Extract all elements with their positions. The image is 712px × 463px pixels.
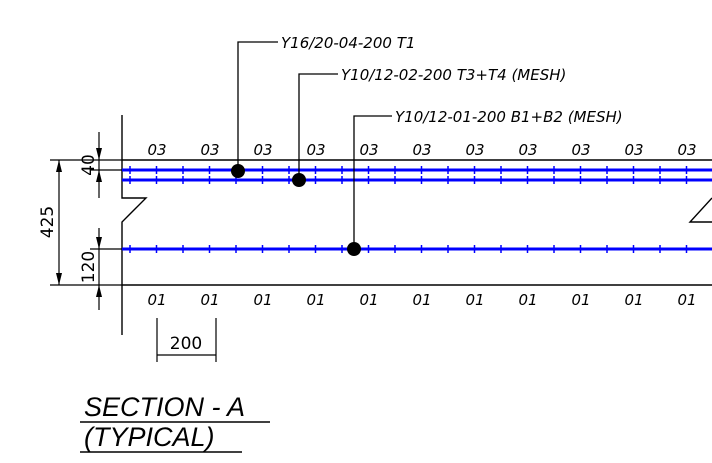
callout-label-t3t4: Y10/12-02-200 T3+T4 (MESH) bbox=[341, 66, 566, 84]
section-title: SECTION - A bbox=[84, 392, 245, 422]
bottom-bar-mark: 01 bbox=[465, 291, 484, 309]
bottom-bar-marks: 01 01 01 01 01 01 01 01 01 01 01 bbox=[147, 291, 696, 309]
top-bar-mark: 03 bbox=[571, 141, 590, 159]
rebar-layers bbox=[122, 168, 712, 251]
arrow-120-bottom bbox=[96, 285, 102, 297]
dim-200-label: 200 bbox=[170, 334, 202, 354]
top-bar-mark: 03 bbox=[253, 141, 272, 159]
right-break-line bbox=[688, 197, 712, 223]
leader-t1 bbox=[237, 41, 278, 171]
top-bar-mark: 03 bbox=[518, 141, 537, 159]
bottom-bar-mark: 01 bbox=[677, 291, 696, 309]
vertical-dimensions bbox=[50, 132, 217, 362]
top-bar-mark: 03 bbox=[147, 141, 166, 159]
top-bar-mark: 03 bbox=[624, 141, 643, 159]
top-bar-mark: 03 bbox=[306, 141, 325, 159]
left-break-line bbox=[121, 115, 148, 335]
arrow-40-bottom bbox=[96, 170, 102, 182]
dim-40-label: 40 bbox=[79, 154, 99, 176]
callout-dot-t3t4 bbox=[292, 173, 306, 187]
callout-dot-t1 bbox=[231, 164, 245, 178]
bottom-bar-mark: 01 bbox=[518, 291, 537, 309]
bottom-bar-mark: 01 bbox=[412, 291, 431, 309]
top-bar-marks: 03 03 03 03 03 03 03 03 03 03 03 bbox=[147, 141, 696, 159]
leader-t3t4 bbox=[298, 73, 338, 180]
callout-dots bbox=[231, 164, 361, 256]
arrow-120-top bbox=[96, 237, 102, 249]
dim-425-label: 425 bbox=[38, 206, 58, 238]
top-bar-mark: 03 bbox=[200, 141, 219, 159]
arrow-40-top bbox=[96, 148, 102, 160]
callout-leaders bbox=[237, 41, 392, 249]
arrow-425-bottom bbox=[56, 273, 62, 285]
top-bar-mark: 03 bbox=[677, 141, 696, 159]
top-bar-mark: 03 bbox=[465, 141, 484, 159]
leader-b1b2 bbox=[353, 115, 392, 249]
bottom-bar-mark: 01 bbox=[624, 291, 643, 309]
bottom-bar-mark: 01 bbox=[253, 291, 272, 309]
top-bar-mark: 03 bbox=[359, 141, 378, 159]
top-bar-mark: 03 bbox=[412, 141, 431, 159]
section-subtitle: (TYPICAL) bbox=[84, 422, 215, 452]
bottom-bar-mark: 01 bbox=[359, 291, 378, 309]
bottom-bar-mark: 01 bbox=[571, 291, 590, 309]
arrow-425-top bbox=[56, 160, 62, 172]
bottom-bar-mark: 01 bbox=[147, 291, 166, 309]
dim-120-label: 120 bbox=[79, 251, 99, 283]
dim-arrows bbox=[56, 148, 102, 297]
bottom-bar-mark: 01 bbox=[200, 291, 219, 309]
callout-dot-b1b2 bbox=[347, 242, 361, 256]
bottom-bar-mark: 01 bbox=[306, 291, 325, 309]
callout-label-t1: Y16/20-04-200 T1 bbox=[281, 34, 415, 52]
rebar-ticks bbox=[129, 166, 688, 253]
callout-label-b1b2: Y10/12-01-200 B1+B2 (MESH) bbox=[395, 108, 623, 126]
